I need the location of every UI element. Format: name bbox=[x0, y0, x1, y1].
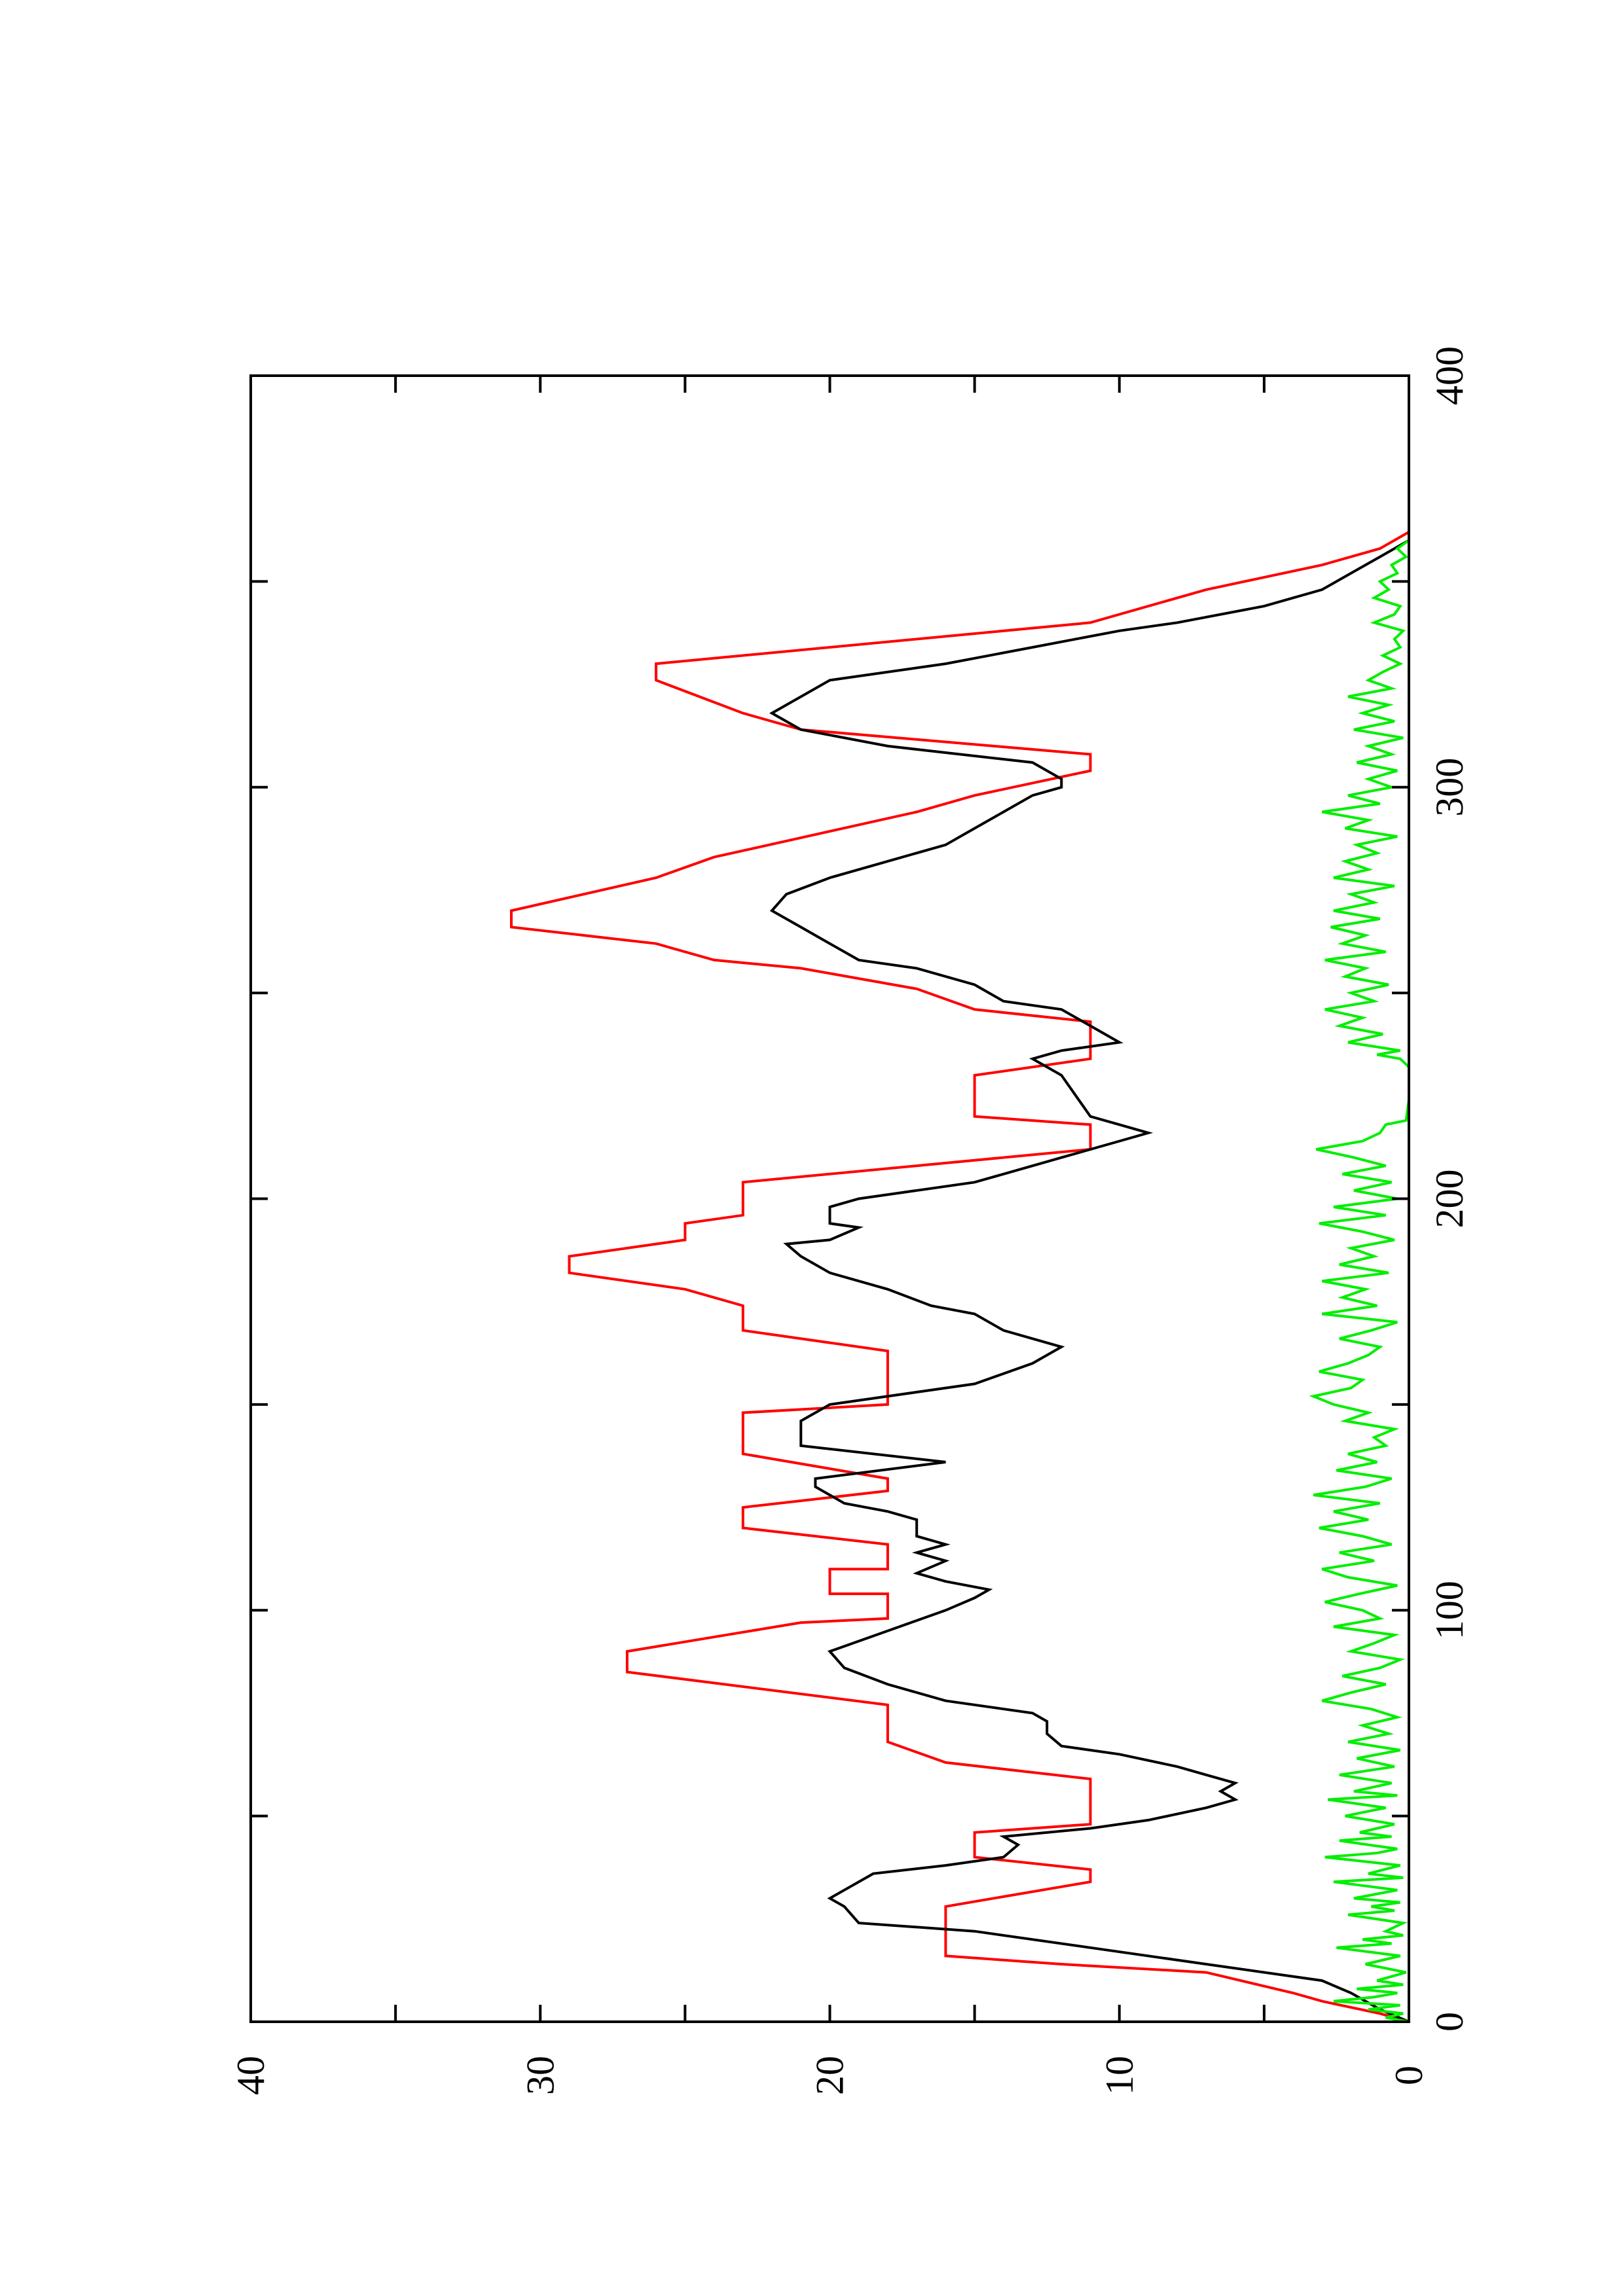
series-1-line bbox=[769, 539, 1410, 2023]
y-tick-label: 0 bbox=[1387, 2066, 1431, 2085]
x-tick-label: 300 bbox=[1428, 758, 1471, 817]
y-tick-label: 20 bbox=[809, 2056, 852, 2095]
y-tick-label: 30 bbox=[519, 2056, 562, 2095]
x-tick-label: 200 bbox=[1428, 1170, 1471, 1229]
series-0-line bbox=[510, 531, 1410, 2023]
plot-layer: 0 100 200 300 400 0 10 20 30 40 bbox=[229, 346, 1471, 2095]
series-2-line bbox=[1309, 531, 1410, 2023]
plot-frame bbox=[249, 374, 1410, 2023]
x-tick-label: 100 bbox=[1428, 1581, 1471, 1640]
y-tick-label: 40 bbox=[229, 2056, 272, 2095]
x-tick-label: 400 bbox=[1428, 346, 1471, 405]
y-tick-label: 10 bbox=[1098, 2056, 1141, 2095]
x-tick-label: 0 bbox=[1428, 2012, 1471, 2032]
